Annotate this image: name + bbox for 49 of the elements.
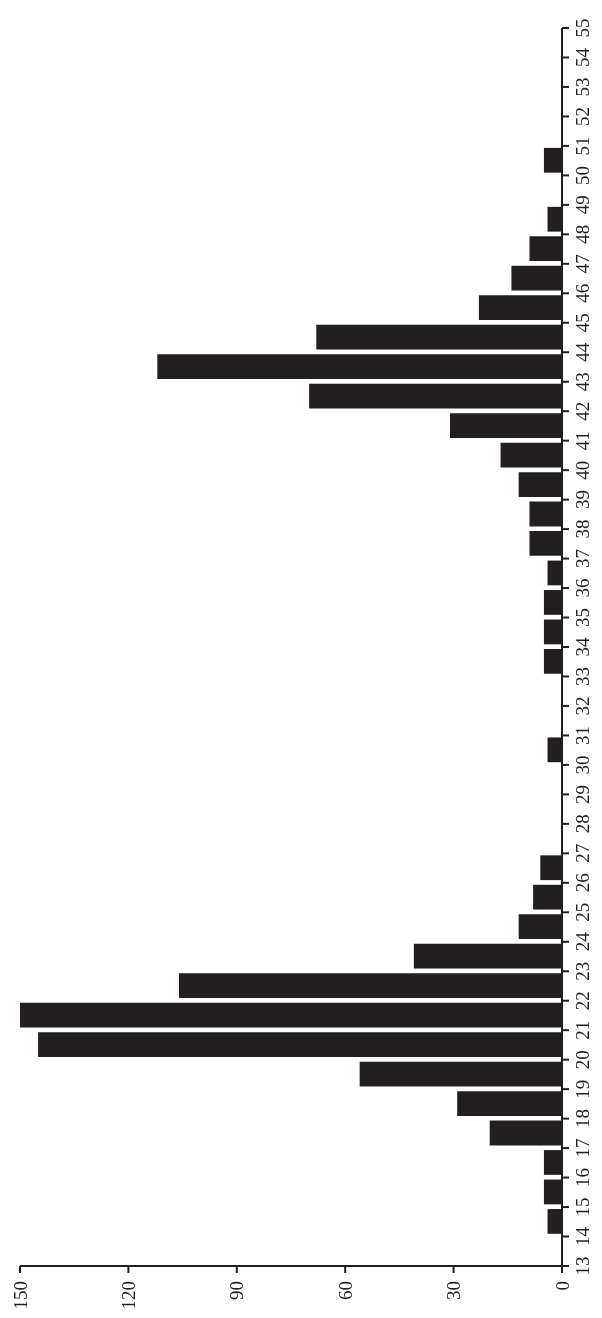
y-tick-label: 54 — [571, 47, 593, 67]
y-tick-label: 36 — [571, 578, 593, 598]
x-tick-label: 150 — [9, 1281, 31, 1310]
y-tick-label: 38 — [571, 519, 593, 539]
y-tick-label: 40 — [571, 460, 593, 480]
y-tick-label: 15 — [571, 1197, 593, 1217]
y-tick-label: 13 — [571, 1256, 593, 1276]
y-tick-label: 46 — [571, 283, 593, 303]
y-tick-label: 18 — [571, 1109, 593, 1129]
x-tick-label: 30 — [443, 1281, 465, 1300]
y-tick-label: 44 — [571, 342, 593, 362]
y-tick-label: 25 — [571, 902, 593, 922]
y-tick-label: 39 — [571, 490, 593, 510]
y-tick-label: 28 — [571, 814, 593, 834]
y-tick-label: 33 — [571, 666, 593, 686]
y-tick-label: 42 — [571, 401, 593, 421]
y-tick-label: 23 — [571, 961, 593, 981]
y-tick-label: 34 — [571, 637, 593, 657]
y-tick-label: 51 — [571, 136, 593, 156]
y-tick-label: 14 — [571, 1226, 593, 1247]
y-tick-label: 43 — [571, 372, 593, 392]
y-tick-label: 37 — [571, 549, 593, 569]
y-tick-label: 35 — [571, 608, 593, 628]
y-tick-label: 30 — [571, 755, 593, 775]
y-tick-label: 19 — [571, 1079, 593, 1099]
x-tick-label: 0 — [551, 1281, 573, 1291]
y-tick-label: 31 — [571, 725, 593, 745]
y-tick-label: 16 — [571, 1168, 593, 1188]
y-tick-label: 24 — [571, 931, 593, 952]
y-tick-label: 27 — [571, 843, 593, 863]
y-tick-label: 21 — [571, 1020, 593, 1040]
y-tick-label: 41 — [571, 431, 593, 451]
y-tick-label: 50 — [571, 165, 593, 185]
y-tick-label: 20 — [571, 1050, 593, 1070]
y-tick-label: 47 — [571, 254, 593, 274]
y-tick-label: 45 — [571, 313, 593, 333]
x-tick-label: 120 — [117, 1281, 139, 1310]
y-tick-label: 32 — [571, 696, 593, 716]
y-tick-label: 26 — [571, 873, 593, 893]
x-tick-label: 60 — [334, 1281, 356, 1300]
x-tick-label: 90 — [226, 1281, 248, 1300]
y-tick-label: 22 — [571, 991, 593, 1011]
y-tick-label: 17 — [571, 1138, 593, 1158]
y-tick-label: 53 — [571, 77, 593, 97]
y-tick-label: 49 — [571, 195, 593, 215]
y-tick-label: 52 — [571, 106, 593, 126]
y-tick-label: 29 — [571, 784, 593, 804]
y-tick-label: 55 — [571, 18, 593, 38]
y-tick-label: 48 — [571, 224, 593, 244]
